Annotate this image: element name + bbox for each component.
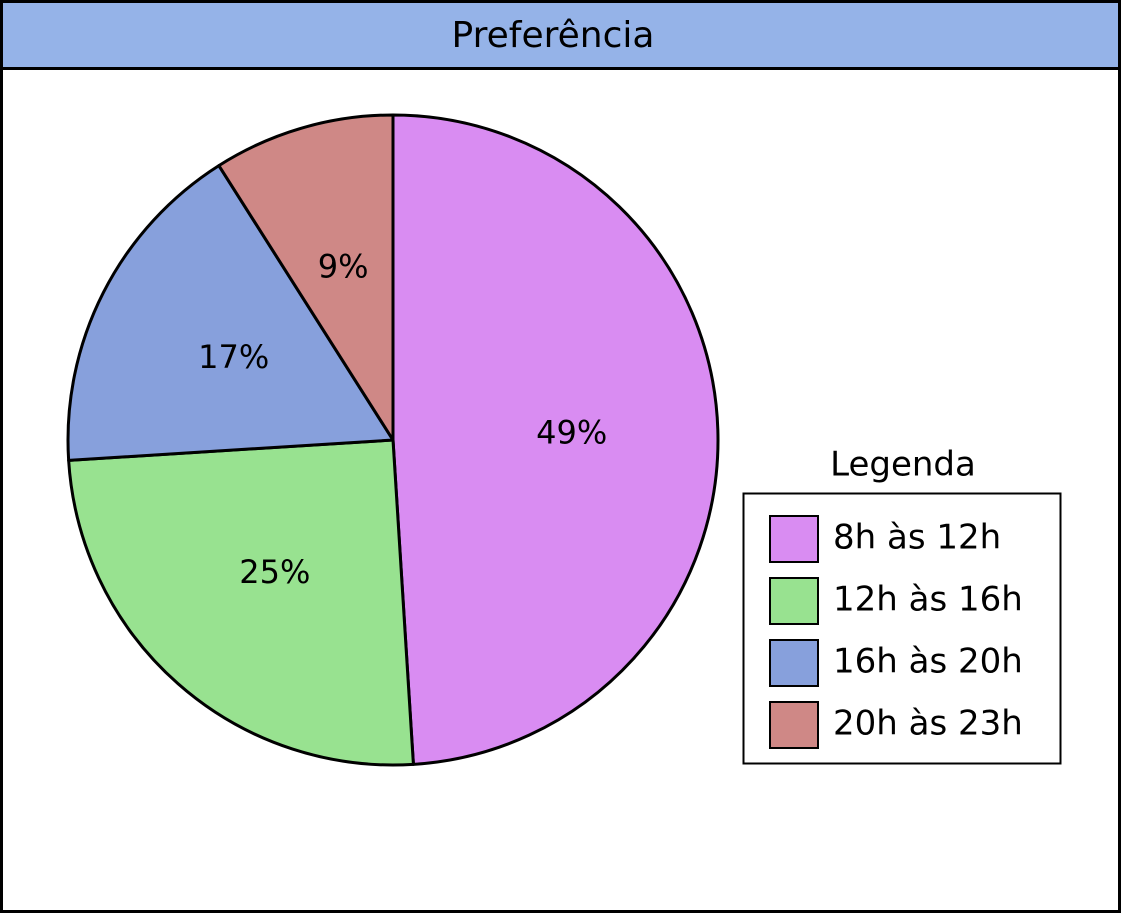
value-label: 17% <box>198 338 269 376</box>
value-label: 9% <box>318 247 369 285</box>
legend-swatch <box>769 577 819 625</box>
legend-label: 16h às 20h <box>833 642 1023 682</box>
legend-swatch <box>769 515 819 563</box>
legend-label: 8h às 12h <box>833 518 1001 558</box>
legend-label: 12h às 16h <box>833 580 1023 620</box>
pie-slice <box>67 438 415 767</box>
pie-slice <box>217 113 395 442</box>
legend-title: Legenda <box>830 445 976 485</box>
legend-swatch <box>769 639 819 687</box>
pie-slice <box>66 164 395 462</box>
legend-label: 20h às 23h <box>833 704 1023 744</box>
value-label: 25% <box>239 553 310 591</box>
value-label: 49% <box>536 413 607 451</box>
chart-title: Preferência <box>452 15 655 56</box>
pie-slice <box>391 113 720 766</box>
legend-swatch <box>769 701 819 749</box>
title-bar <box>0 0 1121 70</box>
